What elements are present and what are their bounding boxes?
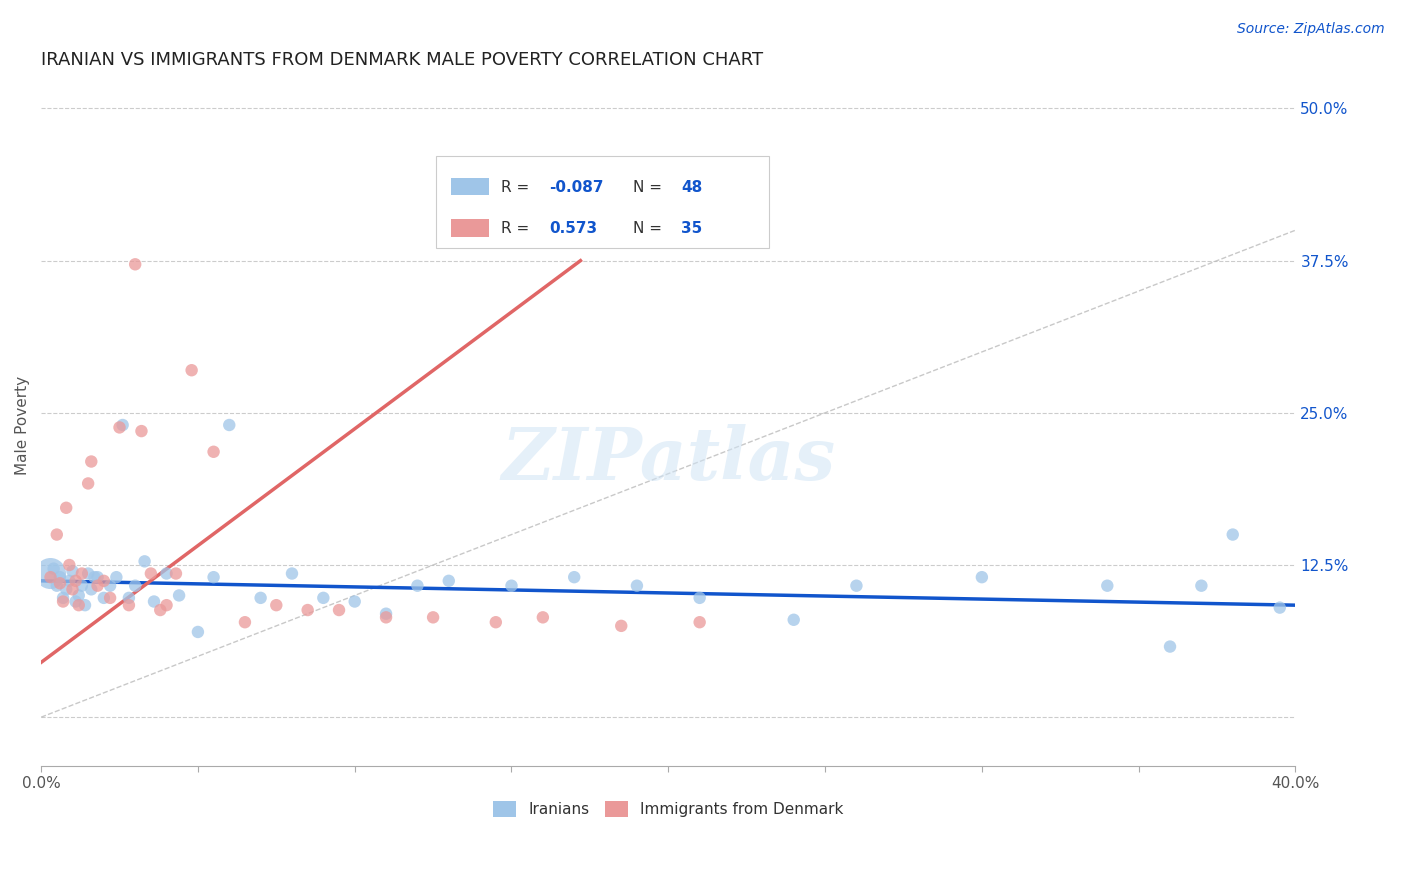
Point (49, 576, 72, 591)
Point (233, 615, 256, 630)
Point (65, 594, 87, 608)
Point (139, 566, 162, 581)
Point (845, 579, 868, 593)
Point (266, 598, 288, 612)
Point (180, 363, 202, 377)
Point (143, 594, 166, 608)
Point (312, 591, 335, 605)
Point (98, 591, 121, 605)
Text: Source: ZipAtlas.com: Source: ZipAtlas.com (1237, 22, 1385, 37)
Text: N =: N = (633, 179, 666, 194)
Point (39, 566, 62, 581)
Text: R =: R = (502, 221, 540, 236)
Point (343, 594, 366, 608)
Point (328, 603, 350, 617)
Point (62, 564, 84, 578)
Point (118, 591, 141, 605)
Point (42, 562, 65, 576)
Point (73, 598, 96, 612)
Point (149, 603, 172, 617)
Point (970, 570, 993, 584)
Text: ZIPatlas: ZIPatlas (501, 424, 835, 494)
Text: 0.573: 0.573 (550, 221, 598, 236)
Point (531, 610, 554, 624)
Point (167, 589, 190, 603)
Point (562, 570, 585, 584)
Point (77, 566, 100, 581)
Point (45, 579, 67, 593)
Point (501, 579, 523, 593)
FancyBboxPatch shape (436, 156, 769, 248)
Point (437, 574, 460, 588)
FancyBboxPatch shape (451, 178, 489, 195)
Point (155, 566, 177, 581)
Point (98, 579, 121, 593)
Point (689, 615, 711, 630)
Point (52, 591, 75, 605)
Y-axis label: Male Poverty: Male Poverty (15, 376, 30, 475)
Point (375, 607, 398, 621)
Point (281, 566, 304, 581)
Point (1159, 640, 1181, 654)
Text: N =: N = (633, 221, 666, 236)
Text: -0.087: -0.087 (550, 179, 603, 194)
Point (52, 594, 75, 608)
Point (202, 444, 225, 458)
Point (297, 603, 319, 617)
Text: IRANIAN VS IMMIGRANTS FROM DENMARK MALE POVERTY CORRELATION CHART: IRANIAN VS IMMIGRANTS FROM DENMARK MALE … (41, 51, 763, 69)
Point (62, 582, 84, 597)
Point (165, 566, 187, 581)
Point (485, 615, 508, 630)
Point (1268, 600, 1291, 615)
Point (83, 570, 105, 584)
Point (86, 570, 108, 584)
Point (70, 566, 93, 581)
Point (80, 582, 103, 597)
Point (1222, 527, 1244, 541)
Point (67, 598, 90, 612)
Point (187, 624, 209, 639)
Point (124, 579, 146, 593)
Point (55, 500, 77, 515)
Point (105, 570, 128, 584)
Point (65, 574, 87, 588)
Point (58, 558, 80, 572)
Text: R =: R = (502, 179, 534, 194)
Text: 35: 35 (681, 221, 702, 236)
Point (39, 570, 62, 584)
Point (80, 454, 103, 468)
Point (86, 579, 108, 593)
Point (375, 610, 398, 624)
Text: 48: 48 (681, 179, 702, 194)
Point (218, 417, 240, 432)
Point (124, 257, 146, 271)
Point (131, 424, 153, 438)
Point (610, 619, 633, 633)
FancyBboxPatch shape (451, 219, 489, 236)
Point (77, 476, 100, 491)
Point (783, 613, 806, 627)
Legend: Iranians, Immigrants from Denmark: Iranians, Immigrants from Denmark (486, 795, 849, 823)
Point (155, 598, 177, 612)
Point (202, 570, 225, 584)
Point (422, 610, 444, 624)
Point (70, 579, 93, 593)
Point (134, 554, 156, 568)
Point (689, 591, 711, 605)
Point (108, 420, 131, 434)
Point (1097, 579, 1119, 593)
Point (111, 417, 134, 432)
Point (58, 574, 80, 588)
Point (55, 582, 77, 597)
Point (249, 591, 271, 605)
Point (1189, 579, 1212, 593)
Point (406, 579, 429, 593)
Point (118, 598, 141, 612)
Point (93, 591, 115, 605)
Point (45, 527, 67, 541)
Point (93, 574, 115, 588)
Point (67, 589, 90, 603)
Point (49, 570, 72, 584)
Point (626, 579, 648, 593)
